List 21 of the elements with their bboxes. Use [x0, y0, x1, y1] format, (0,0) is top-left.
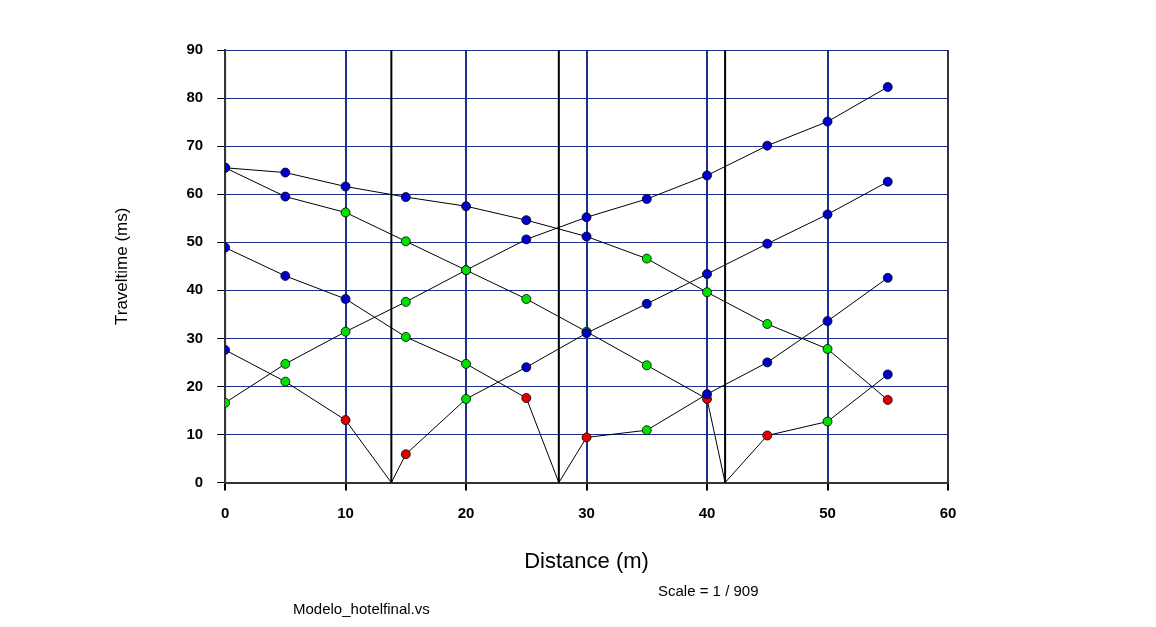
x-tick-label: 0 [220, 503, 230, 521]
y-tick-label: 80 [186, 88, 204, 106]
y-tick-label: 40 [186, 280, 204, 298]
x-tick-label: 60 [939, 503, 957, 521]
x-tick-label: 50 [819, 503, 836, 521]
y-tick-label: 50 [186, 232, 204, 250]
x-tick-label: 30 [578, 503, 595, 521]
x-axis-title: Distance (m) [524, 547, 649, 573]
y-tick-label: 20 [186, 376, 204, 394]
y-axis-title: Traveltime (ms) [111, 207, 131, 326]
x-tick-label: 10 [337, 503, 354, 521]
text: Scale = 1 / 909 [658, 582, 759, 600]
y-tick-label: 60 [186, 184, 204, 202]
y-tick-label: 10 [186, 424, 204, 442]
y-tick-label: 70 [186, 136, 204, 154]
x-tick-label: 20 [457, 503, 475, 521]
y-tick-label: 0 [194, 472, 204, 490]
y-tick-label: 30 [186, 328, 204, 346]
x-tick-label: 40 [698, 503, 716, 521]
text: Modelo_hotelfinal.vs [293, 600, 430, 618]
y-tick-label: 90 [186, 40, 204, 58]
